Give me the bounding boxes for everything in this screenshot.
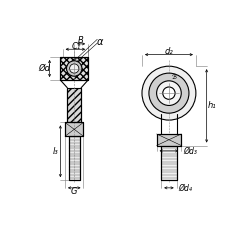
Text: B: B <box>78 36 84 45</box>
Bar <box>156 134 181 145</box>
Text: ℬ: ℬ <box>171 74 176 80</box>
Bar <box>161 146 177 180</box>
Bar <box>67 88 81 122</box>
Text: l₃: l₃ <box>53 147 59 156</box>
Circle shape <box>163 87 175 99</box>
Text: G: G <box>71 187 78 196</box>
Circle shape <box>66 61 82 76</box>
Text: h₁: h₁ <box>208 101 216 110</box>
Text: Ød₄: Ød₄ <box>178 183 192 192</box>
Text: Ød: Ød <box>38 64 50 73</box>
Bar <box>69 136 80 180</box>
Bar <box>65 122 84 136</box>
Bar <box>60 57 88 80</box>
Circle shape <box>142 66 196 120</box>
Text: C₁: C₁ <box>72 42 81 51</box>
Circle shape <box>70 64 79 73</box>
Text: d₂: d₂ <box>164 47 173 56</box>
Circle shape <box>156 81 181 106</box>
Circle shape <box>149 73 189 113</box>
Text: Ød₃: Ød₃ <box>183 146 197 156</box>
Text: α: α <box>96 36 103 46</box>
